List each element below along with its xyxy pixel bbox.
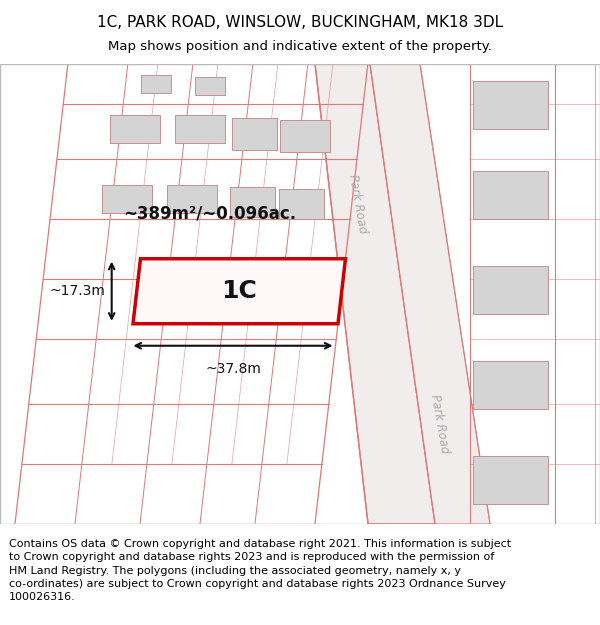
Bar [110, 115, 160, 142]
Bar [280, 120, 329, 152]
Bar [103, 185, 152, 213]
Bar [473, 361, 548, 409]
Text: Map shows position and indicative extent of the property.: Map shows position and indicative extent… [108, 40, 492, 53]
Text: ~389m²/~0.096ac.: ~389m²/~0.096ac. [124, 205, 296, 222]
Bar [140, 75, 170, 92]
Bar [232, 118, 277, 150]
Bar [280, 189, 325, 219]
Bar [167, 185, 217, 213]
Bar [230, 187, 275, 217]
Text: 1C: 1C [221, 279, 257, 303]
Text: Park Road: Park Road [428, 393, 452, 454]
Bar [473, 171, 548, 219]
Text: Contains OS data © Crown copyright and database right 2021. This information is : Contains OS data © Crown copyright and d… [9, 539, 511, 602]
Text: ~37.8m: ~37.8m [205, 362, 261, 376]
Bar [196, 77, 226, 95]
Text: ~17.3m: ~17.3m [50, 284, 106, 298]
Bar [473, 456, 548, 504]
Text: Park Road: Park Road [346, 173, 370, 234]
Bar [175, 115, 226, 142]
Polygon shape [315, 64, 435, 524]
Polygon shape [133, 259, 346, 324]
Text: 1C, PARK ROAD, WINSLOW, BUCKINGHAM, MK18 3DL: 1C, PARK ROAD, WINSLOW, BUCKINGHAM, MK18… [97, 15, 503, 30]
Bar [473, 81, 548, 129]
Polygon shape [370, 64, 490, 524]
Bar [473, 266, 548, 314]
